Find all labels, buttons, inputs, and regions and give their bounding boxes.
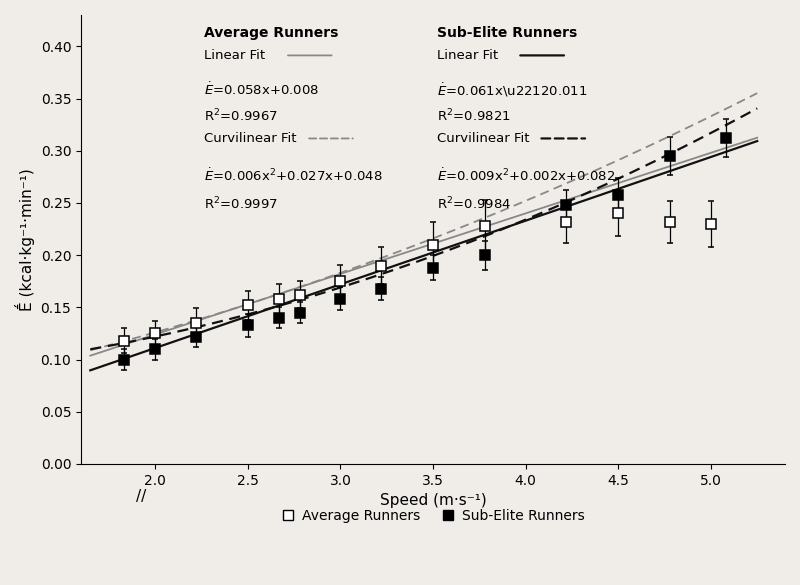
Text: $\dot{E}$=0.061x\u22120.011: $\dot{E}$=0.061x\u22120.011 <box>437 81 587 99</box>
Legend: Average Runners, Sub-Elite Runners: Average Runners, Sub-Elite Runners <box>276 504 590 529</box>
Text: //: // <box>136 488 146 504</box>
Y-axis label: Ḗ (kcal·kg⁻¹·min⁻¹): Ḗ (kcal·kg⁻¹·min⁻¹) <box>15 168 35 311</box>
Text: Linear Fit: Linear Fit <box>437 49 498 62</box>
Text: R$^{2}$=0.9984: R$^{2}$=0.9984 <box>437 195 510 212</box>
Text: $\dot{E}$=0.006x$^{2}$+0.027x+0.048: $\dot{E}$=0.006x$^{2}$+0.027x+0.048 <box>204 168 383 184</box>
Text: $\dot{E}$=0.058x+0.008: $\dot{E}$=0.058x+0.008 <box>204 81 319 98</box>
X-axis label: Speed (m·s⁻¹): Speed (m·s⁻¹) <box>380 493 486 508</box>
Text: R$^{2}$=0.9821: R$^{2}$=0.9821 <box>437 108 510 125</box>
Text: Curvilinear Fit: Curvilinear Fit <box>204 132 297 145</box>
Text: Average Runners: Average Runners <box>204 26 338 40</box>
Text: Linear Fit: Linear Fit <box>204 49 266 62</box>
Text: R$^{2}$=0.9967: R$^{2}$=0.9967 <box>204 108 278 125</box>
Text: Sub-Elite Runners: Sub-Elite Runners <box>437 26 577 40</box>
Text: Curvilinear Fit: Curvilinear Fit <box>437 132 529 145</box>
Text: R$^{2}$=0.9997: R$^{2}$=0.9997 <box>204 195 278 212</box>
Text: $\dot{E}$=0.009x$^{2}$+0.002x+0.082: $\dot{E}$=0.009x$^{2}$+0.002x+0.082 <box>437 168 614 184</box>
